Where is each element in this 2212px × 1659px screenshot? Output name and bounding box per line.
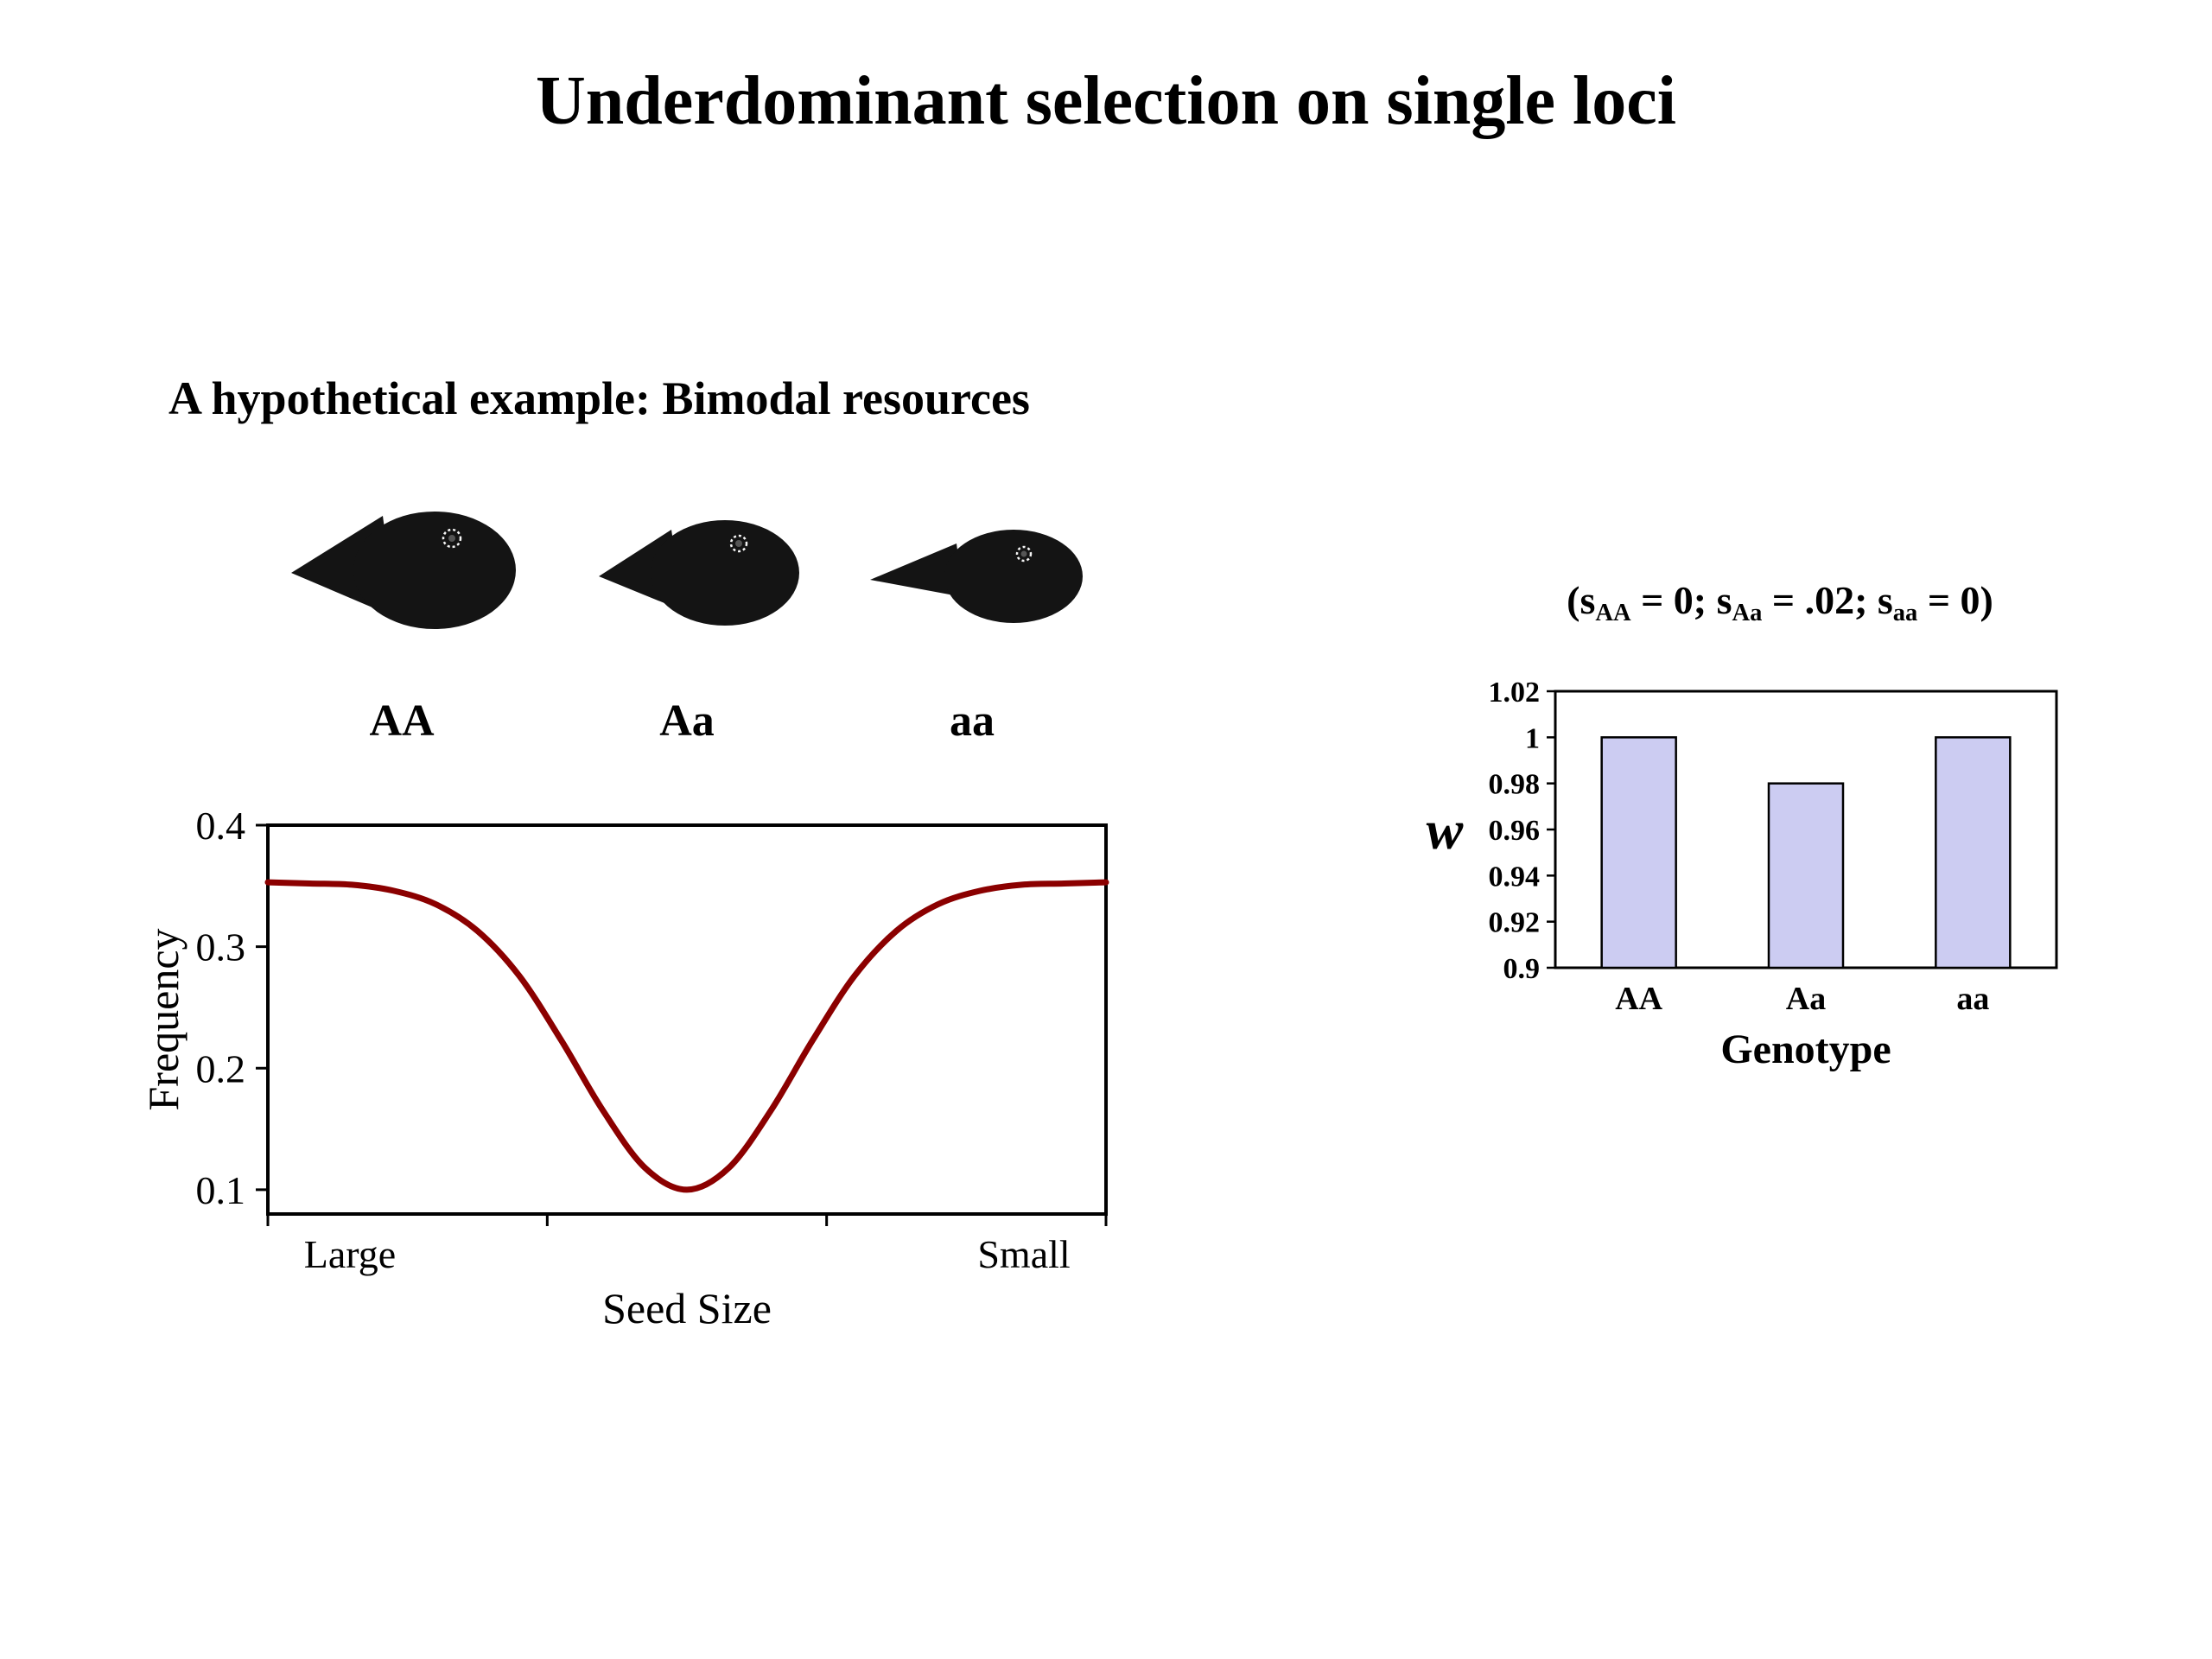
freq-y-tick-label: 0.4 xyxy=(196,804,246,848)
freq-y-tick-label: 0.3 xyxy=(196,925,246,969)
finch-Aa-eye xyxy=(735,540,742,547)
fitness-y-tick-label: 0.98 xyxy=(1489,769,1541,801)
finch-aa-eye-ring xyxy=(1015,545,1033,563)
fitness-category-label-AA: AA xyxy=(1615,981,1662,1017)
finch-figure-aa: aa xyxy=(851,488,1093,747)
finch-aa-eye xyxy=(1020,550,1027,557)
freq-y-tick-label: 0.1 xyxy=(196,1168,246,1212)
finch-AA-eye xyxy=(448,535,455,542)
finch-label-Aa: Aa xyxy=(659,696,715,746)
finch-Aa-medium-beak-image xyxy=(599,520,799,626)
fitness-x-axis-title: Genotype xyxy=(1720,1027,1891,1072)
seed-frequency-chart: 0.1 0.2 0.3 0.4 Large Small Seed Size Frequency xyxy=(139,804,1109,1332)
finch-figure-AA: AA xyxy=(281,488,523,747)
finch-Aa-eye-ring xyxy=(729,534,748,553)
finch-AA-eye-ring xyxy=(442,528,462,549)
fitness-bar-AA xyxy=(1600,736,1677,969)
finch-AA-head-shape xyxy=(353,512,516,629)
finch-figure-Aa: Aa xyxy=(566,488,808,747)
fitness-y-tick-label: 1 xyxy=(1525,722,1540,754)
fitness-bar-Aa xyxy=(1767,782,1845,969)
fitness-category-label-Aa: Aa xyxy=(1786,981,1826,1017)
finch-label-aa: aa xyxy=(950,696,995,746)
freq-y-axis-title: Frequency xyxy=(139,928,188,1110)
slide-subtitle: A hypothetical example: Bimodal resource… xyxy=(168,372,1030,424)
genotype-fitness-chart: 0.9 0.92 0.94 0.96 0.98 1 1.02 AA Aa aa Genotype w xyxy=(1427,677,2058,1072)
fitness-bar-aa xyxy=(1935,736,2012,969)
fitness-y-tick-label: 0.9 xyxy=(1503,953,1541,985)
selection-coefficients-annotation: (sAA = 0; sAa = .02; saa = 0) xyxy=(1567,578,1993,626)
finch-Aa-head-shape xyxy=(651,520,799,626)
freq-plot-border xyxy=(266,823,1108,1216)
freq-x-tick-label-large: Large xyxy=(304,1232,396,1276)
slide-title: Underdominant selection on single loci xyxy=(535,63,1677,139)
freq-y-tick-label: 0.2 xyxy=(196,1046,246,1090)
finch-AA-large-beak-image xyxy=(291,512,516,629)
freq-x-tick-label-small: Small xyxy=(977,1232,1070,1276)
finch-aa-beak-shape xyxy=(870,543,963,597)
finch-aa-head-shape xyxy=(944,530,1083,623)
fitness-y-tick-label: 0.92 xyxy=(1489,907,1541,939)
finch-label-AA: AA xyxy=(369,696,435,746)
fitness-y-tick-label: 1.02 xyxy=(1489,677,1541,709)
finch-aa-small-beak-image xyxy=(870,530,1083,623)
fitness-category-label-aa: aa xyxy=(1956,981,1989,1017)
fitness-y-axis-title: w xyxy=(1427,799,1464,861)
fitness-y-tick-label: 0.94 xyxy=(1489,861,1541,893)
fitness-y-tick-label: 0.96 xyxy=(1489,815,1541,847)
frequency-curve xyxy=(264,879,1109,1193)
freq-x-axis-title: Seed Size xyxy=(602,1284,772,1332)
